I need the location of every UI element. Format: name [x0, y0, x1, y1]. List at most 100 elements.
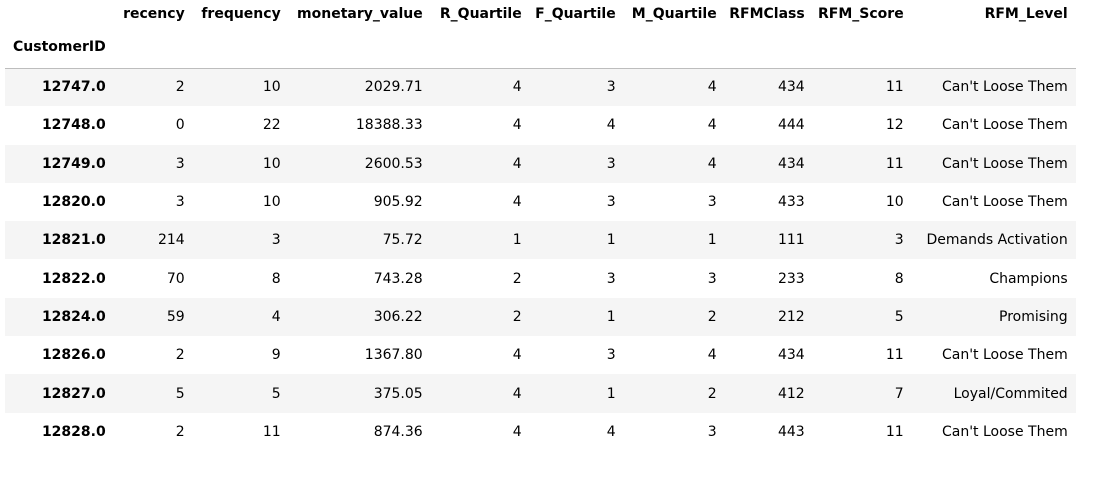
table-cell: 11	[885, 155, 904, 172]
row-index: 12824.0	[41, 308, 106, 325]
table-cell: 12	[885, 117, 904, 134]
table-cell: 212	[777, 308, 805, 325]
row-index: 12748.0	[41, 117, 106, 134]
table-cell: Loyal/Commited	[953, 385, 1068, 402]
table-body: 12747.0 2 10 2029.71 4 3 4 434 11 Can't Loose The…	[5, 68, 1076, 451]
table-cell: 4	[512, 79, 522, 96]
table-cell: 5	[271, 385, 281, 402]
table-cell: 3	[707, 194, 717, 211]
table-cell: 3	[606, 347, 616, 364]
table-cell: Can't Loose Them	[941, 194, 1068, 211]
table-cell: 10	[262, 194, 281, 211]
table-cell: 1367.80	[364, 347, 423, 364]
table-cell: 3	[606, 194, 616, 211]
column-header: R_Quartile	[439, 6, 522, 22]
row-index: 12747.0	[41, 79, 106, 96]
table-cell: 9	[271, 347, 281, 364]
table-cell: 2	[175, 423, 185, 440]
index-name: CustomerID	[5, 26, 114, 69]
table-cell: 433	[777, 194, 805, 211]
table-cell: 10	[262, 79, 281, 96]
table-cell: 2029.71	[364, 79, 423, 96]
table-cell: 22	[262, 117, 281, 134]
table-cell: Champions	[989, 270, 1068, 287]
table-cell: 70	[166, 270, 185, 287]
table-cell: 2	[707, 385, 717, 402]
table-cell: 18388.33	[355, 117, 423, 134]
table-row: 12827.0 5 5 375.05 4 1 2 412 7 Loyal/Commited	[5, 374, 1076, 413]
table-row: 12824.0 59 4 306.22 2 1 2 212 5 Promising	[5, 297, 1076, 337]
table-cell: 874.36	[373, 423, 423, 440]
header-blank	[5, 0, 114, 26]
table-cell: Promising	[999, 308, 1068, 325]
table-cell: 4	[512, 385, 522, 402]
table-cell: 111	[777, 232, 805, 249]
table-row: 12747.0 2 10 2029.71 4 3 4 434 11 Can't Loose The…	[5, 68, 1076, 107]
table-row: 12828.0 2 11 874.36 4 4 3 443 11 Can't Loose Them	[5, 413, 1076, 451]
table-cell: 11	[262, 423, 281, 440]
table-cell: 3	[175, 155, 185, 172]
row-index: 12827.0	[41, 385, 106, 402]
table-cell: 233	[777, 270, 805, 287]
table-cell: 59	[166, 308, 185, 325]
table-row: 12821.0 214 3 75.72 1 1 1 111 3 Demands Activatio…	[5, 221, 1076, 260]
table-cell: 4	[512, 347, 522, 364]
table-cell: 4	[707, 117, 717, 134]
table-cell: 4	[512, 117, 522, 134]
table-cell: 3	[606, 270, 616, 287]
column-header: M_Quartile	[631, 6, 717, 22]
table-cell: 2	[512, 270, 522, 287]
table-cell: 214	[157, 232, 185, 249]
table-cell: 905.92	[373, 194, 423, 211]
dataframe-table: recency frequency monetary_value R_Quart…	[5, 0, 1076, 451]
table-cell: 8	[271, 270, 281, 287]
table-cell: 4	[606, 423, 616, 440]
row-index: 12820.0	[41, 194, 106, 211]
table-cell: 4	[707, 347, 717, 364]
table-cell: 3	[175, 194, 185, 211]
table-cell: 11	[885, 79, 904, 96]
table-cell: 11	[885, 347, 904, 364]
table-cell: 0	[175, 117, 185, 134]
table-cell: Can't Loose Them	[941, 79, 1068, 96]
table-cell: 5	[894, 308, 904, 325]
table-cell: Demands Activation	[926, 232, 1068, 249]
table-cell: 412	[777, 385, 805, 402]
table-cell: 8	[894, 270, 904, 287]
table-cell: 2	[175, 79, 185, 96]
table-cell: 3	[894, 232, 904, 249]
table-cell: 306.22	[373, 308, 423, 325]
table-cell: 11	[885, 423, 904, 440]
table-cell: 434	[777, 79, 805, 96]
table-cell: 3	[606, 79, 616, 96]
column-header-row: recency frequency monetary_value R_Quart…	[5, 0, 1076, 26]
row-index: 12822.0	[41, 270, 106, 287]
table-row: 12748.0 0 22 18388.33 4 4 4 444 12 Can't Loose Th…	[5, 106, 1076, 144]
table-cell: 4	[271, 308, 281, 325]
table-cell: 4	[606, 117, 616, 134]
column-header: monetary_value	[297, 6, 423, 22]
table-cell: 4	[512, 423, 522, 440]
table-cell: 3	[707, 270, 717, 287]
table-cell: 2	[175, 347, 185, 364]
table-cell: 443	[777, 423, 805, 440]
table-cell: 3	[606, 155, 616, 172]
table-cell: 1	[606, 308, 616, 325]
table-cell: 1	[512, 232, 522, 249]
table-cell: 2	[707, 308, 717, 325]
table-cell: 7	[894, 385, 904, 402]
table-cell: 10	[885, 194, 904, 211]
table-cell: Can't Loose Them	[941, 117, 1068, 134]
table-cell: 743.28	[373, 270, 423, 287]
row-index: 12826.0	[41, 347, 106, 364]
table-cell: 5	[175, 385, 185, 402]
table-row: 12820.0 3 10 905.92 4 3 3 433 10 Can't Loose Them	[5, 183, 1076, 221]
column-header: RFM_Score	[818, 6, 904, 22]
table-cell: 1	[707, 232, 717, 249]
table-cell: 1	[606, 385, 616, 402]
column-header: frequency	[201, 6, 281, 22]
table-cell: Can't Loose Them	[941, 423, 1068, 440]
table-cell: 75.72	[382, 232, 423, 249]
column-header: F_Quartile	[535, 6, 616, 22]
table-cell: Can't Loose Them	[941, 347, 1068, 364]
